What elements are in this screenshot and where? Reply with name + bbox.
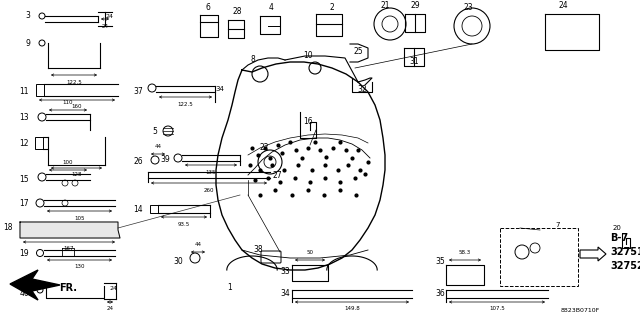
Text: 107.5: 107.5 xyxy=(489,307,505,311)
Text: 5: 5 xyxy=(152,127,157,136)
Text: 100: 100 xyxy=(63,160,73,166)
Text: B-7: B-7 xyxy=(610,233,628,243)
Text: 15: 15 xyxy=(19,175,29,184)
Text: 135: 135 xyxy=(205,169,216,174)
Text: 24: 24 xyxy=(558,2,568,11)
Text: 50: 50 xyxy=(307,250,314,256)
Text: 27: 27 xyxy=(272,172,282,181)
Text: 21: 21 xyxy=(380,2,390,11)
Text: 11: 11 xyxy=(19,86,29,95)
Text: 32751: 32751 xyxy=(610,247,640,257)
Text: 44: 44 xyxy=(195,242,202,248)
Text: 16: 16 xyxy=(303,117,313,127)
Text: 24: 24 xyxy=(110,286,118,292)
Text: 19: 19 xyxy=(19,249,29,257)
Text: 38: 38 xyxy=(253,244,263,254)
Text: 30: 30 xyxy=(173,257,183,266)
Text: 40: 40 xyxy=(19,288,29,298)
Text: 14: 14 xyxy=(133,204,143,213)
Text: 1: 1 xyxy=(228,284,232,293)
Text: 18: 18 xyxy=(3,224,13,233)
Text: 28: 28 xyxy=(232,8,242,17)
Text: 128: 128 xyxy=(71,173,82,177)
Text: 37: 37 xyxy=(133,87,143,97)
Text: 93.5: 93.5 xyxy=(178,221,190,226)
Polygon shape xyxy=(10,270,60,300)
Text: 10: 10 xyxy=(303,50,313,60)
Text: 149.8: 149.8 xyxy=(344,307,360,311)
Text: 122.5: 122.5 xyxy=(66,79,82,85)
Text: 2: 2 xyxy=(330,4,334,12)
Bar xyxy=(36,84,44,96)
Text: 167: 167 xyxy=(64,247,74,251)
Text: 17: 17 xyxy=(19,198,29,207)
Text: 8823B0710F: 8823B0710F xyxy=(561,308,600,313)
Text: 34: 34 xyxy=(216,86,225,92)
Text: 32752: 32752 xyxy=(610,261,640,271)
Bar xyxy=(150,205,158,213)
Text: 20: 20 xyxy=(612,225,621,231)
Text: 35: 35 xyxy=(435,256,445,265)
Text: FR.: FR. xyxy=(59,283,77,293)
Text: 6: 6 xyxy=(205,4,211,12)
Text: 25: 25 xyxy=(353,48,363,56)
Polygon shape xyxy=(20,222,120,238)
Text: 8: 8 xyxy=(251,56,255,64)
Text: 36: 36 xyxy=(435,288,445,298)
Text: 105: 105 xyxy=(74,216,84,220)
Bar xyxy=(35,137,43,149)
Bar xyxy=(500,228,578,286)
Text: 34: 34 xyxy=(280,288,290,298)
Text: 130: 130 xyxy=(74,264,84,270)
Text: 22: 22 xyxy=(259,144,269,152)
Text: 13: 13 xyxy=(19,113,29,122)
Text: 32: 32 xyxy=(357,85,367,94)
Text: 24: 24 xyxy=(106,307,113,311)
Text: 3: 3 xyxy=(26,11,31,20)
Text: 31: 31 xyxy=(409,57,419,66)
Text: 122.5: 122.5 xyxy=(178,101,193,107)
Text: 23: 23 xyxy=(463,4,473,12)
Text: 110: 110 xyxy=(63,100,73,106)
Text: 26: 26 xyxy=(133,158,143,167)
Text: 12: 12 xyxy=(19,138,29,147)
Text: 44: 44 xyxy=(154,145,161,150)
Text: 33: 33 xyxy=(280,266,290,276)
Text: 58.3: 58.3 xyxy=(459,250,471,256)
FancyArrow shape xyxy=(580,247,606,261)
Text: 4: 4 xyxy=(269,4,273,12)
Text: 7: 7 xyxy=(556,222,560,228)
Text: 24: 24 xyxy=(105,13,113,19)
Text: 24: 24 xyxy=(102,24,109,28)
Text: 260: 260 xyxy=(204,188,214,192)
Text: 29: 29 xyxy=(410,2,420,11)
Text: 9: 9 xyxy=(26,39,31,48)
Text: 160: 160 xyxy=(72,105,83,109)
Text: 39: 39 xyxy=(160,155,170,165)
